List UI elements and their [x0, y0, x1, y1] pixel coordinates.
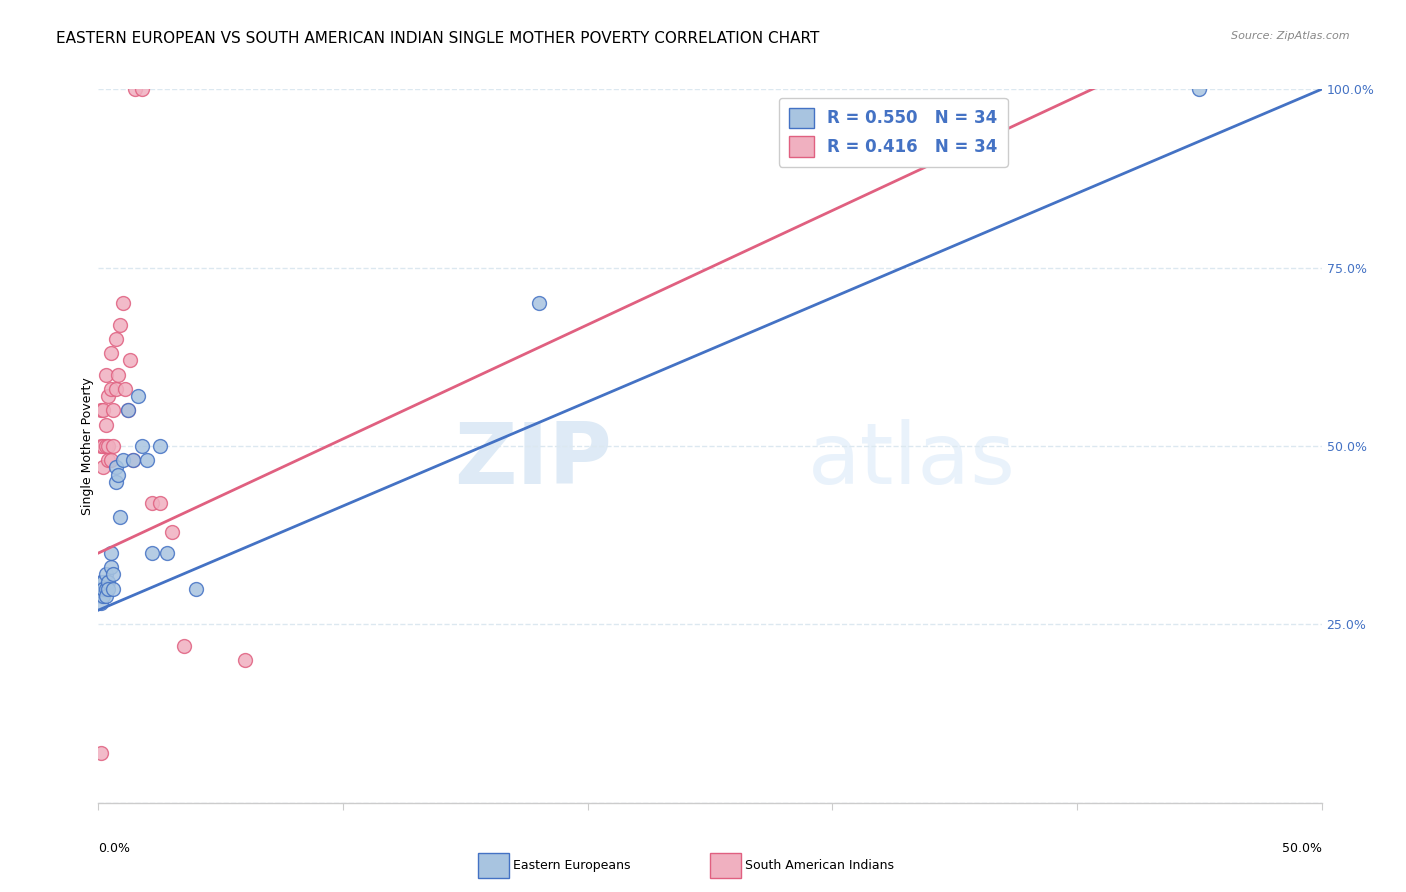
Text: ZIP: ZIP: [454, 418, 612, 502]
Point: [100, 382, 122, 396]
Point: [100, 560, 122, 574]
Point: [91, 403, 114, 417]
Point: [90, 582, 112, 596]
Point: [160, 524, 183, 539]
Point: [120, 353, 142, 368]
Point: [114, 382, 136, 396]
Point: [94, 417, 117, 432]
Point: [90, 746, 112, 760]
Text: EASTERN EUROPEAN VS SOUTH AMERICAN INDIAN SINGLE MOTHER POVERTY CORRELATION CHAR: EASTERN EUROPEAN VS SOUTH AMERICAN INDIA…: [56, 31, 820, 46]
Point: [90, 596, 112, 610]
Point: [97, 389, 120, 403]
Point: [117, 403, 139, 417]
Point: [97, 439, 120, 453]
Point: [111, 453, 134, 467]
Point: [149, 496, 172, 510]
Point: [90, 403, 112, 417]
Legend: R = 0.550   N = 34, R = 0.416   N = 34: R = 0.550 N = 34, R = 0.416 N = 34: [779, 97, 1008, 167]
Point: [91, 439, 114, 453]
Point: [94, 439, 117, 453]
Point: [131, 82, 153, 96]
Point: [121, 453, 143, 467]
Y-axis label: Single Mother Poverty: Single Mother Poverty: [80, 377, 94, 515]
Point: [107, 368, 129, 382]
Point: [91, 582, 114, 596]
Point: [136, 453, 159, 467]
Point: [149, 439, 172, 453]
Point: [100, 453, 122, 467]
Point: [90, 589, 112, 603]
Point: [97, 582, 120, 596]
Point: [90, 582, 112, 596]
Point: [127, 389, 149, 403]
Point: [97, 453, 120, 467]
Point: [91, 589, 114, 603]
Point: [100, 546, 122, 560]
Point: [1188, 82, 1211, 96]
Point: [94, 567, 117, 582]
Point: [141, 546, 163, 560]
Point: [90, 439, 112, 453]
Point: [100, 346, 122, 360]
Point: [186, 582, 208, 596]
Point: [117, 403, 139, 417]
Point: [111, 296, 134, 310]
Text: 50.0%: 50.0%: [1282, 842, 1322, 855]
Point: [94, 368, 117, 382]
Point: [91, 574, 114, 589]
Point: [124, 82, 146, 96]
Point: [107, 467, 129, 482]
Point: [101, 567, 124, 582]
Point: [110, 318, 132, 332]
Point: [101, 439, 124, 453]
Point: [97, 574, 120, 589]
Point: [94, 589, 117, 603]
Point: [104, 460, 127, 475]
Point: [90, 582, 112, 596]
Point: [94, 582, 117, 596]
Point: [527, 296, 550, 310]
Text: Eastern Europeans: Eastern Europeans: [513, 859, 631, 871]
Point: [233, 653, 256, 667]
Point: [101, 582, 124, 596]
Point: [104, 332, 127, 346]
Point: [131, 439, 153, 453]
Text: atlas: atlas: [808, 418, 1017, 502]
Point: [121, 453, 143, 467]
Point: [101, 403, 124, 417]
Point: [91, 582, 114, 596]
Text: South American Indians: South American Indians: [745, 859, 894, 871]
Text: Source: ZipAtlas.com: Source: ZipAtlas.com: [1232, 31, 1350, 41]
Point: [173, 639, 195, 653]
Point: [110, 510, 132, 524]
Text: 0.0%: 0.0%: [98, 842, 131, 855]
Point: [91, 460, 114, 475]
Point: [104, 475, 127, 489]
Point: [104, 382, 127, 396]
Point: [90, 574, 112, 589]
Point: [141, 496, 163, 510]
Point: [156, 546, 179, 560]
